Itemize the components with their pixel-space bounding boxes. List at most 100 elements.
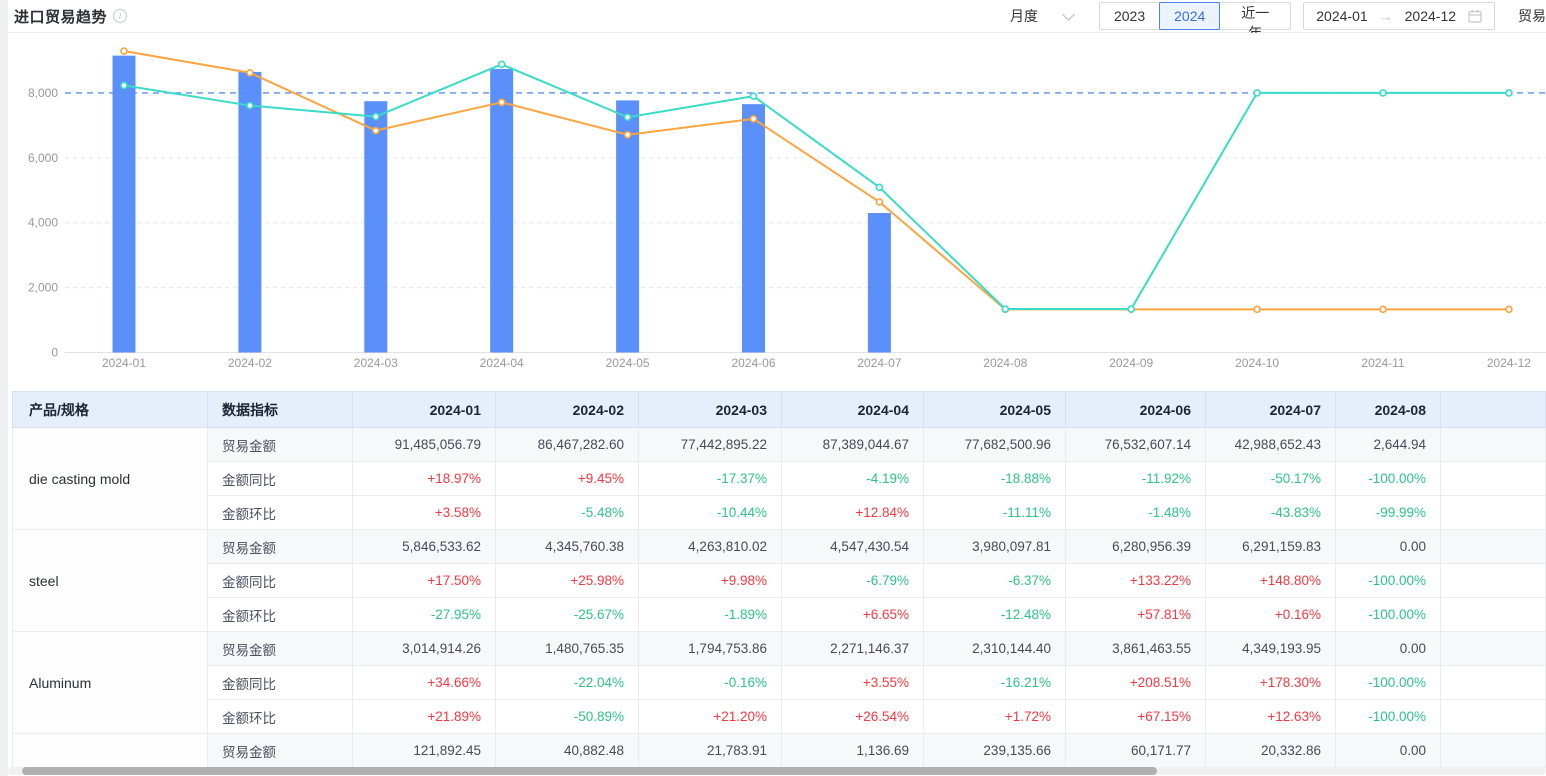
line-teal-point[interactable] [120,81,128,90]
x-axis-label: 2024-05 [606,356,650,370]
value-cell: 4,547,430.54 [781,529,924,564]
period-select[interactable]: 月度 [1004,2,1089,30]
line-teal-point[interactable] [1001,305,1010,313]
bar-2024-07[interactable] [867,213,891,353]
filler-cell [1440,427,1546,462]
horizontal-scrollbar[interactable] [8,767,1546,775]
line-teal-point[interactable] [875,183,884,192]
value-cell: -100.00% [1335,597,1441,632]
line-teal-point[interactable] [371,112,380,121]
value-cell: -10.44% [638,495,782,530]
scrollbar-thumb[interactable] [22,767,1157,775]
bar-2024-05[interactable] [616,100,640,353]
arrow-right-icon: → [1379,8,1393,24]
y-axis-tick: 2,000 [28,281,58,295]
value-cell: +178.30% [1205,665,1336,700]
filler-header [1440,391,1546,428]
line-teal-point[interactable] [749,92,758,100]
bar-2024-02[interactable] [238,71,262,353]
title-wrap: 进口贸易趋势 i [14,0,128,32]
value-cell: -17.37% [638,461,782,496]
bar-2024-01[interactable] [112,55,136,353]
filler-cell [1440,699,1546,734]
month-header-2024-07: 2024-07 [1205,391,1336,428]
line-orange-point[interactable] [371,126,380,135]
line-teal-point[interactable] [1379,89,1387,97]
x-axis-label: 2024-12 [1487,356,1531,370]
date-start-value: 2024-01 [1316,8,1368,24]
line-teal-point[interactable] [1127,305,1135,313]
metric-cell: 金额环比 [207,699,353,734]
value-cell: 77,682,500.96 [923,427,1066,462]
line-orange-point[interactable] [749,115,758,123]
filler-cell [1440,631,1546,666]
value-cell: +26.54% [781,699,924,734]
calendar-icon [1468,9,1482,23]
value-cell: -11.92% [1065,461,1206,496]
x-axis-label: 2024-06 [731,356,775,370]
filler-cell [1440,461,1546,496]
line-teal-point[interactable] [246,101,254,110]
value-cell: 1,794,753.86 [638,631,782,666]
bar-2024-04[interactable] [490,68,514,353]
value-cell: -22.04% [495,665,639,700]
line-orange-point[interactable] [120,47,128,55]
metric-cell: 贸易金额 [207,631,353,666]
value-cell: 4,263,810.02 [638,529,782,564]
line-teal-point[interactable] [497,60,506,69]
info-icon[interactable]: i [113,9,128,23]
data-table-wrap: 产品/规格 数据指标 2024-01 2024-02 2024-03 2024-04 202… [12,391,1546,768]
line-orange-point[interactable] [1505,305,1513,314]
product-cell: die casting mold [12,427,208,530]
x-axis-label: 2024-03 [354,356,398,370]
value-cell: 6,291,159.83 [1205,529,1336,564]
line-orange-point[interactable] [246,68,254,77]
y-axis-tick: 0 [51,346,58,360]
value-cell: -50.89% [495,699,639,734]
filler-cell [1440,665,1546,700]
value-cell: -99.99% [1335,495,1441,530]
year-2023-button[interactable]: 2023 [1098,2,1161,30]
line-orange-point[interactable] [497,98,506,107]
value-cell: 2,271,146.37 [781,631,924,666]
y-axis-tick: 6,000 [28,151,58,165]
trade-type-label[interactable]: 贸易 [1518,8,1546,24]
value-cell: 121,892.45 [352,733,496,768]
month-header-2024-04: 2024-04 [781,391,924,428]
filler-cell [1440,733,1546,768]
bar-2024-06[interactable] [742,104,765,353]
line-orange-point[interactable] [875,198,884,206]
metric-cell: 金额同比 [207,665,353,700]
value-cell: -43.83% [1205,495,1336,530]
value-cell: +12.84% [781,495,924,530]
line-teal-point[interactable] [1253,89,1261,97]
x-axis-label: 2024-02 [228,356,272,370]
trend-chart: 0 2,000 4,000 6,000 8,000 2024-01 2024-02 2024-… [8,33,1546,391]
x-axis-label: 2024-07 [857,356,901,370]
table-row: die casting mold 贸易金额 91,485,056.79 86,467,… [12,427,1546,530]
header-controls: 月度 2023 2024 近一年 2024-01 → 2024-12 贸易 [1004,2,1546,41]
table-row: 金额同比 +34.66% -22.04% -0.16% +3.55% -16.21% +20… [13,665,1546,700]
value-cell: +67.15% [1065,699,1206,734]
line-teal-point[interactable] [1505,89,1513,97]
value-cell: -4.19% [781,461,924,496]
value-cell: 0.00 [1335,529,1441,564]
date-range-picker[interactable]: 2024-01 → 2024-12 [1303,2,1496,30]
line-teal-point[interactable] [623,113,632,122]
line-orange-point[interactable] [1379,305,1387,314]
month-header-2024-01: 2024-01 [352,391,496,428]
bar-2024-03[interactable] [364,101,388,353]
line-orange-point[interactable] [623,130,632,139]
recent-year-button[interactable]: 近一年 [1219,2,1292,41]
filler-cell [1440,529,1546,564]
page-title: 进口贸易趋势 [14,8,108,26]
value-cell: -0.16% [638,665,782,700]
value-cell: 4,345,760.38 [495,529,639,564]
value-cell: 239,135.66 [923,733,1066,768]
line-orange-point[interactable] [1253,305,1261,314]
filler-cell [1440,563,1546,598]
chevron-down-icon [1062,7,1075,21]
value-cell: 5,846,533.62 [352,529,496,564]
value-cell: 76,532,607.14 [1065,427,1206,462]
year-2024-button[interactable]: 2024 [1159,2,1221,30]
